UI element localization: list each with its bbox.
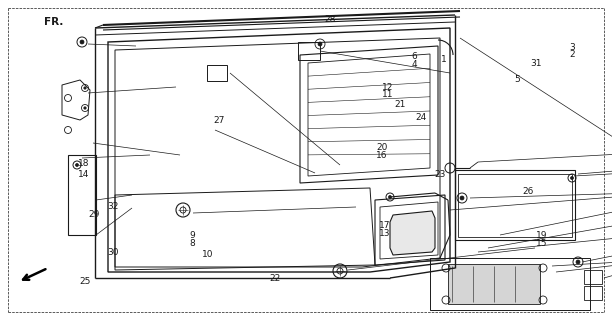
Text: 5: 5 (514, 75, 520, 84)
Bar (584, 286, 602, 300)
Text: 12: 12 (382, 83, 394, 92)
Circle shape (84, 107, 86, 109)
Bar (298, 42, 320, 60)
Circle shape (80, 40, 84, 44)
Text: 11: 11 (382, 90, 394, 99)
Text: 32: 32 (107, 202, 119, 211)
Text: 27: 27 (213, 116, 225, 125)
Circle shape (460, 196, 464, 200)
Text: 1: 1 (441, 55, 446, 64)
Bar (68, 155, 96, 235)
Polygon shape (390, 211, 435, 255)
Text: 2: 2 (569, 50, 575, 59)
Text: 29: 29 (89, 210, 100, 219)
Circle shape (570, 177, 573, 180)
Text: 30: 30 (107, 248, 119, 257)
Text: 24: 24 (415, 113, 426, 122)
Text: 15: 15 (536, 239, 547, 248)
Text: 26: 26 (522, 187, 534, 196)
Circle shape (84, 87, 86, 89)
Text: 3: 3 (569, 43, 575, 52)
Circle shape (576, 260, 580, 264)
Text: 4: 4 (411, 60, 417, 68)
Text: 18: 18 (78, 159, 90, 168)
Circle shape (318, 42, 322, 46)
Text: 19: 19 (536, 231, 547, 240)
Text: 8: 8 (190, 239, 195, 248)
Text: FR.: FR. (44, 17, 64, 27)
Text: 21: 21 (394, 100, 406, 109)
Bar (584, 270, 602, 284)
Text: 23: 23 (435, 170, 446, 179)
Text: 20: 20 (376, 143, 388, 152)
Text: 25: 25 (80, 277, 91, 286)
Text: 9: 9 (190, 231, 195, 240)
Text: 31: 31 (531, 59, 542, 68)
Polygon shape (448, 264, 540, 304)
Text: 6: 6 (411, 52, 417, 60)
Text: 16: 16 (376, 151, 388, 160)
Text: 14: 14 (78, 170, 90, 179)
Text: 28: 28 (324, 15, 336, 24)
Circle shape (389, 196, 392, 198)
Bar (207, 65, 227, 81)
Text: 10: 10 (202, 250, 214, 259)
Text: 17: 17 (379, 221, 391, 230)
Text: 13: 13 (379, 229, 391, 238)
Circle shape (75, 164, 78, 166)
Text: 22: 22 (269, 274, 280, 283)
